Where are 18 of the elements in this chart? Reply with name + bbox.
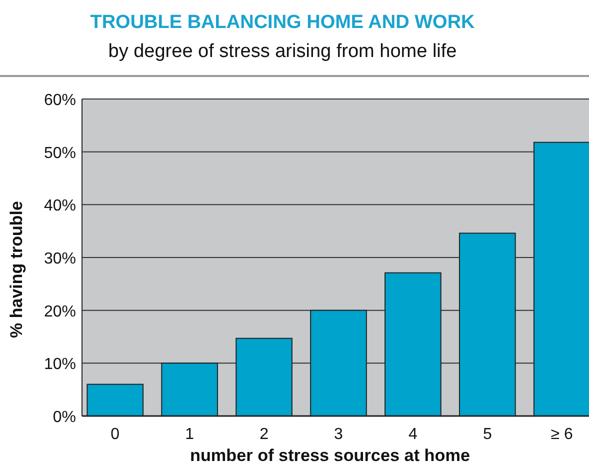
y-tick-label: 0% [52,409,76,426]
x-tick-label: 5 [482,426,492,443]
x-axis-title: number of stress sources at home [190,446,470,465]
x-tick-label: 4 [408,426,418,443]
y-tick-label: 60% [44,92,76,109]
y-tick-label: 10% [44,356,76,374]
chart-title: TROUBLE BALANCING HOME AND WORK [90,12,476,33]
y-tick-label: 30% [44,250,76,268]
x-tick-label: 0 [110,426,120,443]
y-tick-label: 50% [44,144,76,162]
x-tick-label: 3 [334,426,344,443]
y-axis-title: % having trouble [7,201,26,338]
x-tick-label: 1 [185,426,194,443]
y-tick-label: 20% [44,303,76,320]
x-tick-label: ≥ 6 [550,426,574,443]
x-tick-label: 2 [260,426,269,443]
chart-subtitle: by degree of stress arising from home life [108,41,457,62]
y-tick-label: 40% [44,198,76,215]
